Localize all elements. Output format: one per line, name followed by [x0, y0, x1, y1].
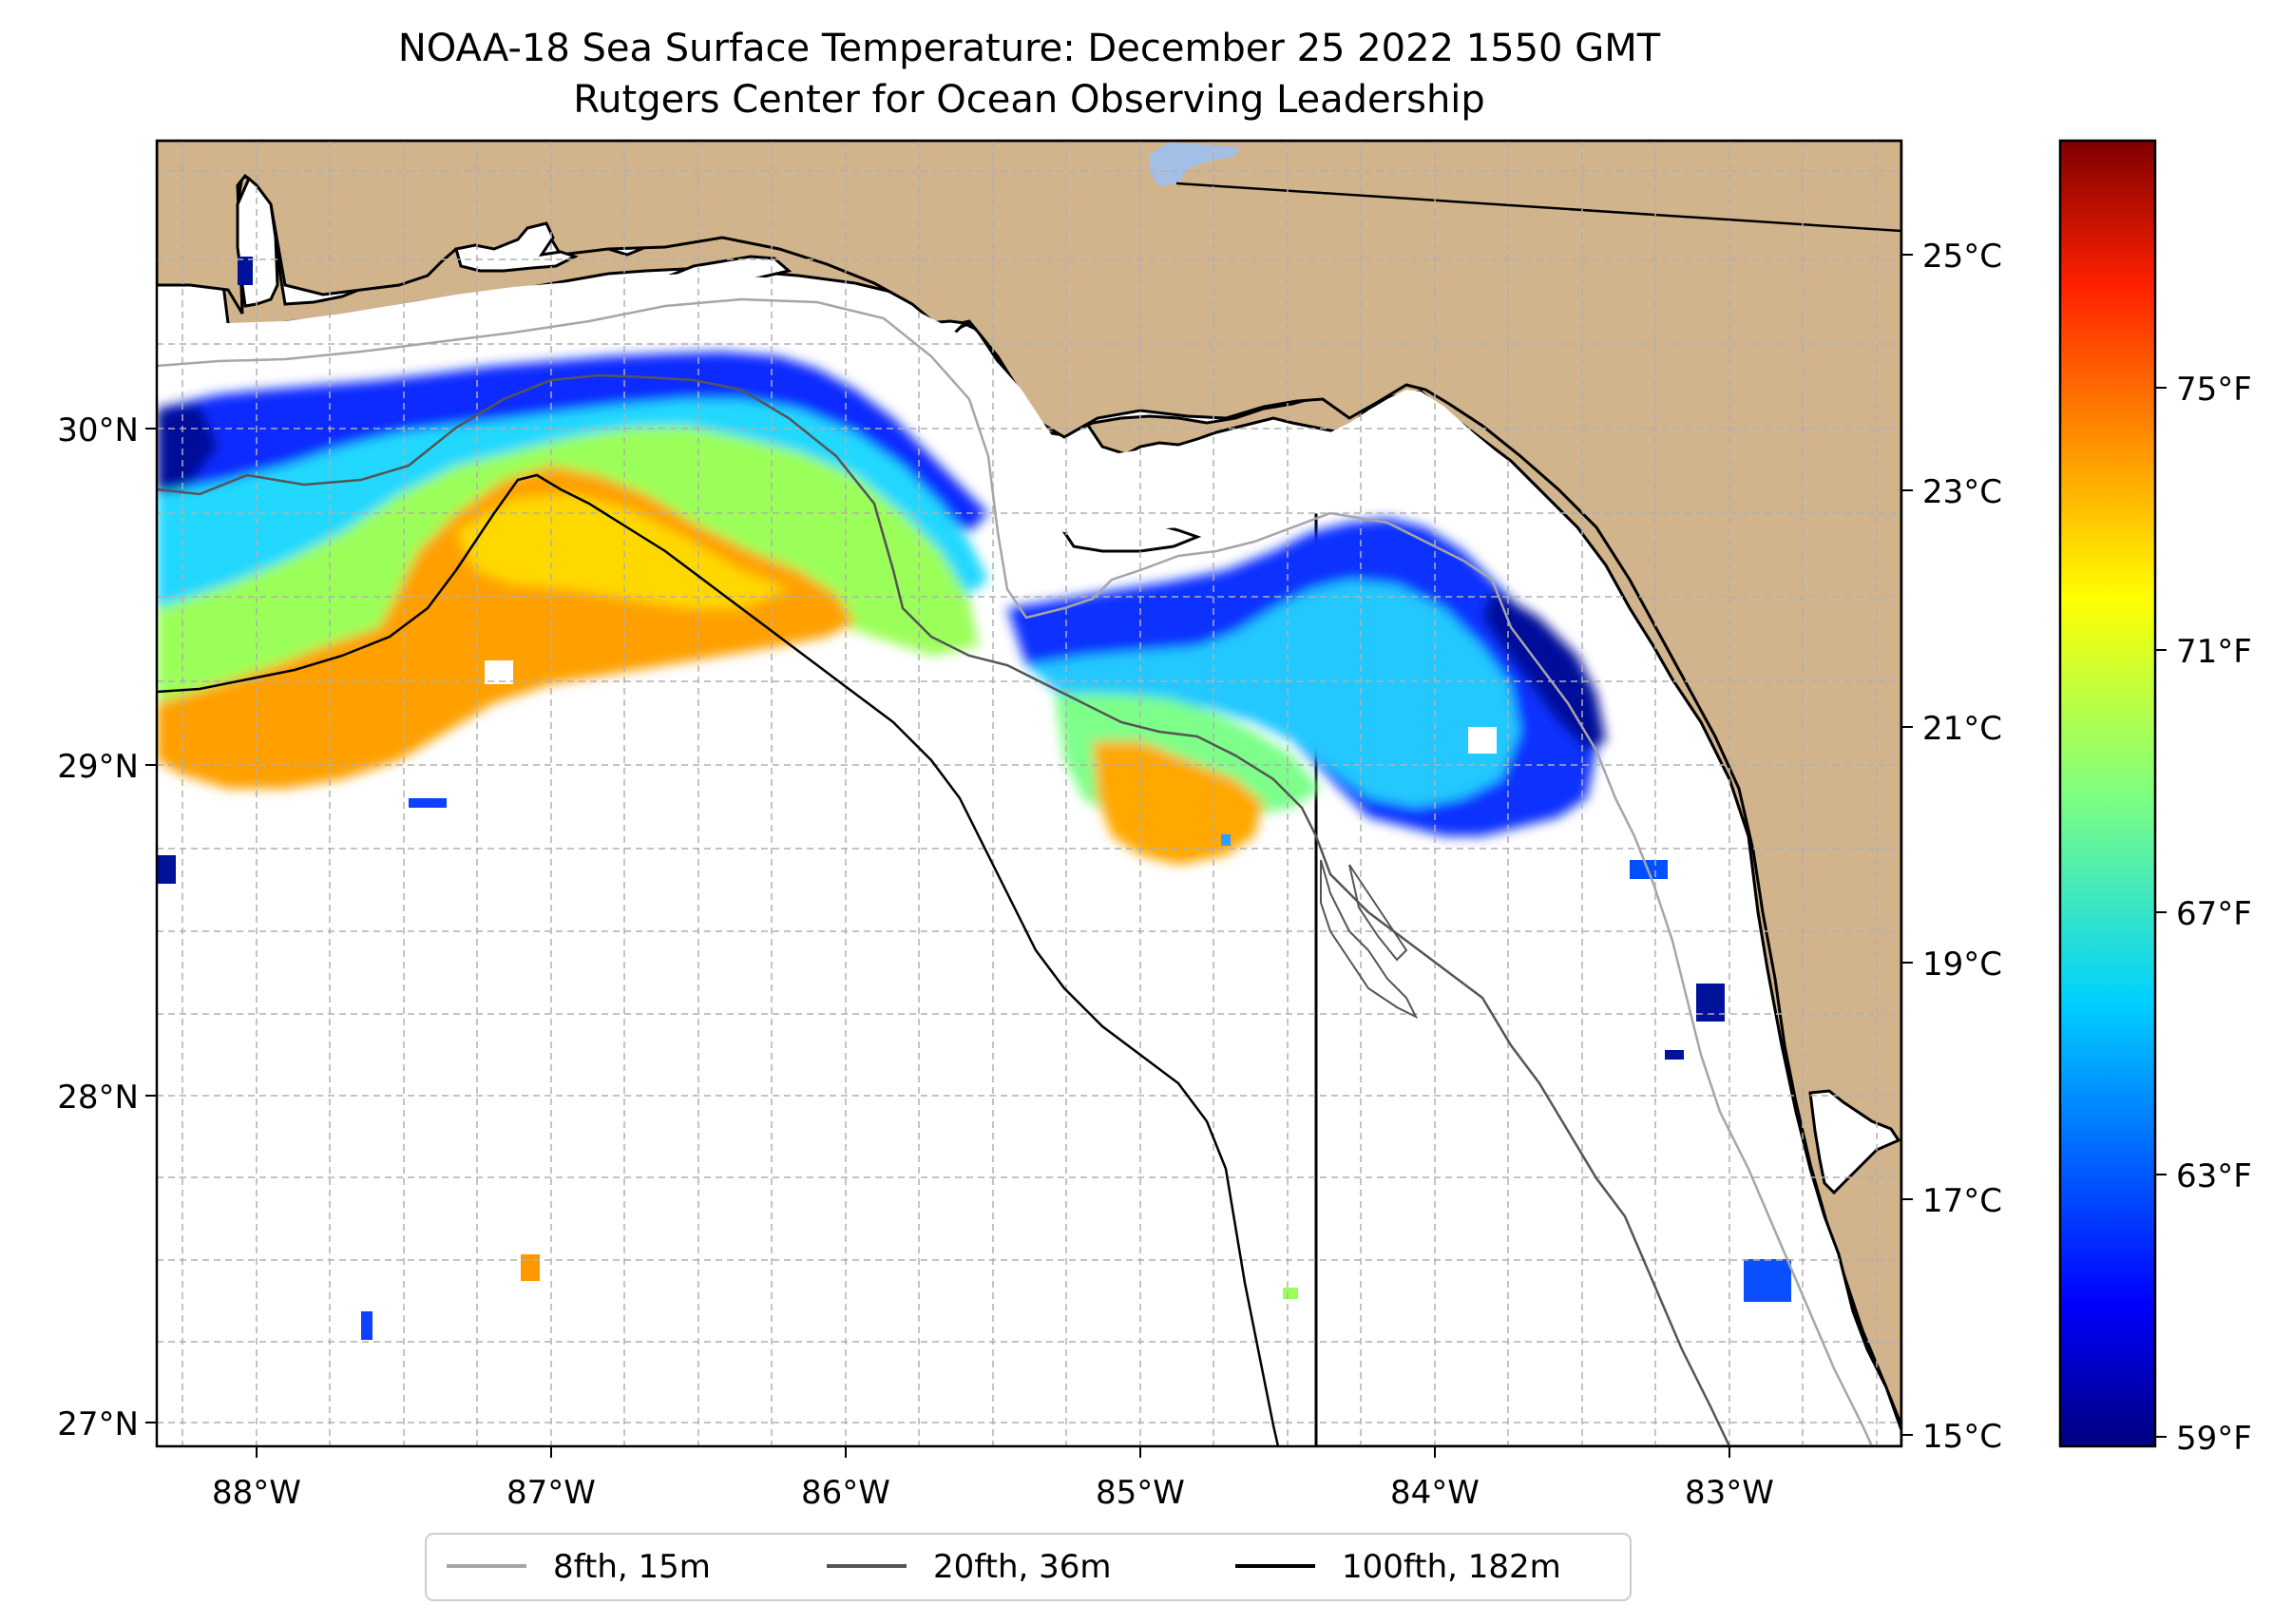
lat-label-29: 29°N	[57, 748, 139, 786]
lake	[1150, 143, 1240, 186]
speck	[1696, 984, 1725, 1022]
speck	[485, 660, 513, 684]
fahrenheit-label-63: 63°F	[2176, 1157, 2252, 1195]
isobath-100fth	[157, 473, 1280, 1446]
figure-title-line2: Rutgers Center for Ocean Observing Leade…	[573, 78, 1485, 122]
fahrenheit-axis: 75°F 71°F 67°F 63°F 59°F	[2155, 371, 2252, 1458]
lon-label-88: 88°W	[212, 1474, 301, 1512]
speck	[238, 257, 253, 285]
lat-label-27: 27°N	[57, 1405, 139, 1443]
lon-label-83: 83°W	[1685, 1474, 1774, 1512]
state-boundary	[1175, 182, 1901, 233]
lon-label-84: 84°W	[1390, 1474, 1480, 1512]
lon-axis: 88°W 87°W 86°W 85°W 84°W 83°W	[212, 1446, 1774, 1512]
speck	[1283, 1288, 1298, 1299]
lat-axis: 30°N 29°N 28°N 27°N	[57, 411, 157, 1443]
speck	[1744, 1259, 1791, 1302]
celsius-axis: 25°C 23°C 21°C 19°C 17°C 15°C	[1901, 238, 2002, 1456]
fahrenheit-label-71: 71°F	[2176, 633, 2252, 671]
speck	[409, 798, 447, 808]
speck	[521, 1254, 540, 1281]
celsius-label-25: 25°C	[1922, 238, 2002, 276]
celsius-label-15: 15°C	[1922, 1418, 2002, 1456]
celsius-label-17: 17°C	[1922, 1182, 2002, 1220]
speck	[1665, 1050, 1684, 1060]
lon-label-86: 86°W	[801, 1474, 890, 1512]
legend-label-20fth: 20fth, 36m	[933, 1548, 1112, 1586]
speck	[1221, 834, 1231, 846]
florida-middle-ground-contours	[1320, 859, 1419, 1020]
sst-east-warm	[1093, 741, 1264, 865]
isobath-8fth	[157, 297, 1874, 1446]
legend-label-100fth: 100fth, 182m	[1342, 1548, 1561, 1586]
lon-label-85: 85°W	[1096, 1474, 1185, 1512]
sst-data-field	[157, 352, 1606, 865]
legend-label-8fth: 8fth, 15m	[553, 1548, 711, 1586]
figure-title-line1: NOAA-18 Sea Surface Temperature: Decembe…	[398, 27, 1661, 70]
sst-west-blue-band	[157, 352, 988, 532]
celsius-label-21: 21°C	[1922, 710, 2002, 748]
legend-box	[425, 1533, 1632, 1601]
speck	[361, 1311, 372, 1340]
fahrenheit-label-59: 59°F	[2176, 1420, 2252, 1458]
map-frame	[155, 139, 1903, 1448]
colorbar	[2058, 139, 2157, 1448]
lon-label-87: 87°W	[506, 1474, 596, 1512]
speck	[1468, 727, 1497, 754]
sst-west-yellow	[456, 494, 789, 608]
sst-navy-west-edge	[157, 404, 219, 494]
lat-label-30: 30°N	[57, 411, 139, 449]
fahrenheit-label-67: 67°F	[2176, 895, 2252, 933]
speck	[157, 855, 176, 884]
nearshore-nodata	[157, 274, 1710, 808]
map-panel	[157, 141, 1901, 1446]
fahrenheit-label-75: 75°F	[2176, 371, 2252, 409]
land-mainland	[157, 141, 1901, 1426]
celsius-label-19: 19°C	[1922, 946, 2002, 984]
lat-label-28: 28°N	[57, 1079, 139, 1117]
isobath-20fth	[157, 373, 1731, 1446]
sst-east-cyan	[1026, 580, 1520, 808]
isobath-legend: 8fth, 15m 20fth, 36m 100fth, 182m	[425, 1533, 1632, 1601]
celsius-label-23: 23°C	[1922, 473, 2002, 511]
